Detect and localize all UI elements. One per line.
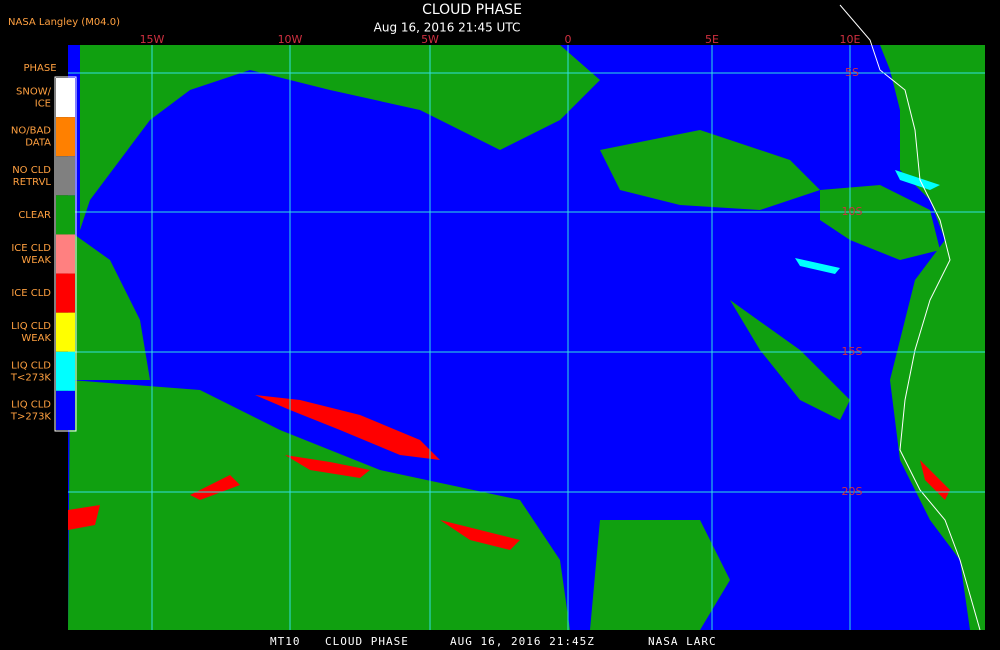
- legend-label: NO/BAD: [11, 126, 51, 137]
- coastline: [839, 4, 981, 631]
- legend-swatch: [56, 390, 75, 430]
- legend-label: ICE CLD: [11, 288, 51, 299]
- legend-label: CLEAR: [18, 210, 51, 221]
- longitude-label: 0: [565, 33, 572, 46]
- legend-swatch: [56, 351, 75, 391]
- longitude-label: 5E: [705, 33, 719, 46]
- legend-swatch: [56, 195, 75, 235]
- source-label: NASA Langley (M04.0): [8, 17, 120, 28]
- legend-label: LIQ CLD: [11, 360, 51, 371]
- legend-label: NO CLD: [12, 165, 51, 176]
- legend-label: RETRVL: [13, 177, 52, 188]
- legend-label: SNOW/: [16, 87, 52, 98]
- latitude-label: 15S: [842, 345, 863, 358]
- legend-label: ICE: [35, 99, 51, 110]
- legend-frame: [54, 76, 77, 432]
- legend-title: PHASE: [23, 63, 56, 74]
- legend-swatch: [56, 312, 75, 352]
- footer-item: CLOUD PHASE: [325, 635, 409, 648]
- legend-swatch: [56, 273, 75, 313]
- footer-item: NASA LARC: [648, 635, 717, 648]
- legend-label: WEAK: [21, 255, 51, 266]
- footer-item: MT10: [270, 635, 301, 648]
- liquid-cloud-cold: [795, 170, 940, 274]
- legend-swatch: [56, 117, 75, 157]
- latitude-label: 10S: [842, 205, 863, 218]
- legend-label: ICE CLD: [11, 243, 51, 254]
- legend-label: T>273K: [10, 411, 52, 422]
- longitude-label: 10E: [840, 33, 861, 46]
- legend-swatch: [56, 234, 75, 274]
- latitude-label: 20S: [842, 485, 863, 498]
- subtitle: Aug 16, 2016 21:45 UTC: [374, 21, 521, 35]
- latitude-label: 5S: [845, 66, 859, 79]
- legend-swatch: [56, 156, 75, 196]
- title: CLOUD PHASE: [422, 2, 522, 18]
- legend-swatch: [56, 78, 75, 118]
- legend-label: LIQ CLD: [11, 321, 51, 332]
- ice-cloud-streaks: [68, 395, 950, 550]
- longitude-label: 5W: [421, 33, 439, 46]
- graticule: [68, 45, 985, 630]
- footer: MT10 CLOUD PHASE AUG 16, 2016 21:45Z NASA L…: [270, 635, 717, 648]
- longitude-label: 15W: [140, 33, 165, 46]
- footer-item: AUG 16, 2016 21:45Z: [450, 635, 595, 648]
- legend-label: WEAK: [21, 333, 51, 344]
- legend-label: LIQ CLD: [11, 399, 51, 410]
- legend-label: T<273K: [10, 372, 52, 383]
- longitude-label: 10W: [278, 33, 303, 46]
- map: [68, 4, 985, 631]
- legend-label: DATA: [25, 138, 51, 149]
